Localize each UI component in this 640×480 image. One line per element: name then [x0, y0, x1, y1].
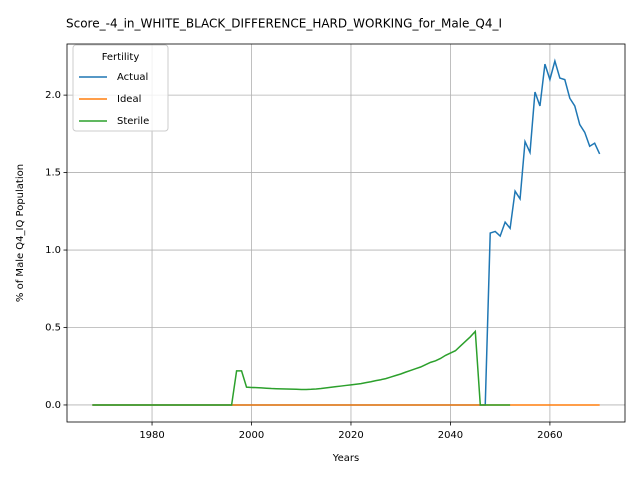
y-tick-label: 1.5: [45, 168, 61, 179]
x-tick-label: 1980: [139, 430, 164, 441]
x-tick-label: 2000: [239, 430, 264, 441]
legend-label: Sterile: [117, 116, 149, 127]
legend-label: Ideal: [117, 94, 141, 105]
y-tick-label: 0.5: [45, 323, 61, 334]
legend-box: [72, 44, 169, 132]
legend-title: Fertility: [102, 52, 140, 63]
y-tick-label: 1.0: [45, 245, 61, 256]
x-axis-label: Years: [332, 453, 359, 464]
y-tick-label: 2.0: [45, 90, 61, 101]
y-axis-label: % of Male Q4_IQ Population: [15, 164, 26, 302]
x-tick-label: 2020: [338, 430, 363, 441]
y-tick-label: 0.0: [45, 400, 61, 411]
plot-frame: [66, 43, 626, 423]
series-line: [92, 329, 511, 406]
x-tick-label: 2060: [537, 430, 562, 441]
x-tick-label: 2040: [438, 430, 463, 441]
chart-title: Score_-4_in_WHITE_BLACK_DIFFERENCE_HARD_…: [66, 17, 502, 31]
legend-label: Actual: [117, 72, 148, 83]
legend: Fertility Actual Ideal Sterile: [72, 44, 169, 132]
